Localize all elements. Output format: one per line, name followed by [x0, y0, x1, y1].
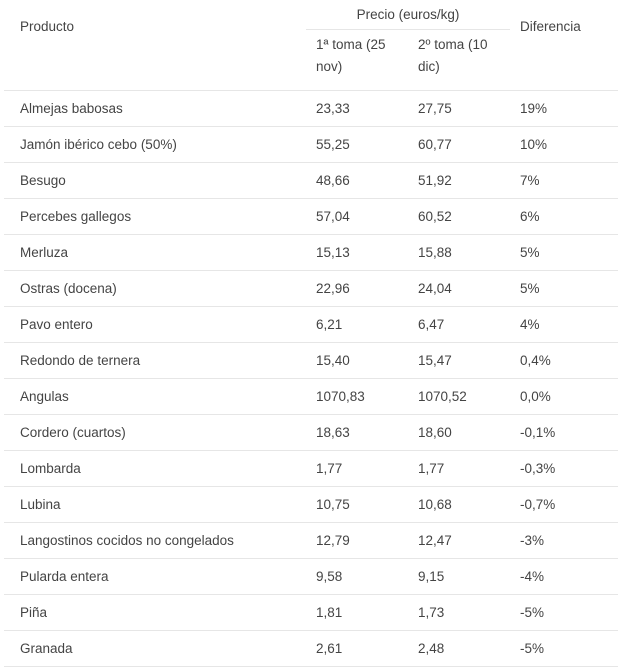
table-row: Percebes gallegos 57,04 60,52 6% — [4, 198, 619, 235]
cell-toma1: 57,04 — [306, 198, 408, 235]
cell-toma2: 1,73 — [408, 594, 511, 631]
table-row: Pularda entera 9,58 9,15 -4% — [4, 558, 619, 595]
cell-diferencia: -3% — [510, 522, 619, 559]
table-row: Jamón ibérico cebo (50%) 55,25 60,77 10% — [4, 126, 619, 163]
cell-producto: Cordero (cuartos) — [4, 414, 306, 451]
table-row: Almejas babosas 23,33 27,75 19% — [4, 90, 619, 127]
cell-toma2: 1070,52 — [408, 378, 511, 415]
cell-toma1: 48,66 — [306, 162, 408, 199]
cell-toma2: 27,75 — [408, 90, 511, 127]
cell-toma1: 18,63 — [306, 414, 408, 451]
table-row: Ostras (docena) 22,96 24,04 5% — [4, 270, 619, 307]
cell-diferencia: 0,4% — [510, 342, 619, 379]
cell-diferencia: 10% — [510, 126, 619, 163]
cell-toma2: 15,88 — [408, 234, 511, 271]
cell-toma1: 22,96 — [306, 270, 408, 307]
table-row: Lombarda 1,77 1,77 -0,3% — [4, 450, 619, 487]
cell-toma2: 24,04 — [408, 270, 511, 307]
table-row: Besugo 48,66 51,92 7% — [4, 162, 619, 199]
price-comparison-table: Producto Precio (euros/kg) Diferencia 1ª… — [4, 0, 619, 667]
cell-toma1: 1070,83 — [306, 378, 408, 415]
table-row: Merluza 15,13 15,88 5% — [4, 234, 619, 271]
cell-diferencia: -0,3% — [510, 450, 619, 487]
cell-producto: Besugo — [4, 162, 306, 199]
table-row: Pavo entero 6,21 6,47 4% — [4, 306, 619, 343]
cell-producto: Piña — [4, 594, 306, 631]
cell-producto: Ostras (docena) — [4, 270, 306, 307]
cell-toma1: 23,33 — [306, 90, 408, 127]
cell-producto: Langostinos cocidos no congelados — [4, 522, 306, 559]
cell-producto: Pularda entera — [4, 558, 306, 595]
table-row: Cordero (cuartos) 18,63 18,60 -0,1% — [4, 414, 619, 451]
table-row: Redondo de ternera 15,40 15,47 0,4% — [4, 342, 619, 379]
cell-toma2: 60,77 — [408, 126, 511, 163]
header-diferencia: Diferencia — [510, 0, 619, 91]
cell-toma1: 1,77 — [306, 450, 408, 487]
header-row-top: Producto Precio (euros/kg) Diferencia — [4, 0, 619, 91]
table-row: Piña 1,81 1,73 -5% — [4, 594, 619, 631]
cell-toma1: 12,79 — [306, 522, 408, 559]
cell-toma1: 15,13 — [306, 234, 408, 271]
cell-toma1: 55,25 — [306, 126, 408, 163]
table-row: Angulas 1070,83 1070,52 0,0% — [4, 378, 619, 415]
cell-toma2: 6,47 — [408, 306, 511, 343]
cell-toma1: 1,81 — [306, 594, 408, 631]
cell-diferencia: -0,7% — [510, 486, 619, 523]
cell-producto: Almejas babosas — [4, 90, 306, 127]
cell-toma1: 2,61 — [306, 630, 408, 667]
cell-producto: Jamón ibérico cebo (50%) — [4, 126, 306, 163]
header-precio-group: Precio (euros/kg) — [306, 0, 511, 30]
table-header: Producto Precio (euros/kg) Diferencia 1ª… — [4, 0, 619, 91]
cell-producto: Lubina — [4, 486, 306, 523]
header-toma2: 2º toma (10 dic) — [408, 29, 511, 91]
cell-diferencia: 4% — [510, 306, 619, 343]
cell-toma1: 9,58 — [306, 558, 408, 595]
table-row: Lubina 10,75 10,68 -0,7% — [4, 486, 619, 523]
cell-diferencia: 6% — [510, 198, 619, 235]
cell-toma1: 15,40 — [306, 342, 408, 379]
table-row: Granada 2,61 2,48 -5% — [4, 630, 619, 667]
cell-producto: Granada — [4, 630, 306, 667]
cell-toma1: 10,75 — [306, 486, 408, 523]
cell-diferencia: 5% — [510, 270, 619, 307]
cell-toma2: 10,68 — [408, 486, 511, 523]
cell-producto: Merluza — [4, 234, 306, 271]
cell-diferencia: -0,1% — [510, 414, 619, 451]
cell-diferencia: 7% — [510, 162, 619, 199]
cell-toma2: 1,77 — [408, 450, 511, 487]
header-producto: Producto — [4, 0, 306, 91]
cell-diferencia: -5% — [510, 594, 619, 631]
table-body: Almejas babosas 23,33 27,75 19% Jamón ibéric… — [4, 90, 619, 667]
cell-producto: Lombarda — [4, 450, 306, 487]
cell-toma2: 9,15 — [408, 558, 511, 595]
cell-toma1: 6,21 — [306, 306, 408, 343]
cell-diferencia: 0,0% — [510, 378, 619, 415]
header-toma1: 1ª toma (25 nov) — [306, 29, 408, 91]
cell-toma2: 15,47 — [408, 342, 511, 379]
cell-producto: Pavo entero — [4, 306, 306, 343]
cell-producto: Angulas — [4, 378, 306, 415]
cell-toma2: 51,92 — [408, 162, 511, 199]
table-row: Langostinos cocidos no congelados 12,79 12… — [4, 522, 619, 559]
cell-toma2: 60,52 — [408, 198, 511, 235]
cell-toma2: 12,47 — [408, 522, 511, 559]
cell-diferencia: -4% — [510, 558, 619, 595]
cell-producto: Redondo de ternera — [4, 342, 306, 379]
header-row-sub: 1ª toma (25 nov) 2º toma (10 dic) — [4, 29, 618, 91]
cell-diferencia: 5% — [510, 234, 619, 271]
cell-diferencia: 19% — [510, 90, 619, 127]
cell-producto: Percebes gallegos — [4, 198, 306, 235]
cell-toma2: 18,60 — [408, 414, 511, 451]
cell-toma2: 2,48 — [408, 630, 511, 667]
cell-diferencia: -5% — [510, 630, 619, 667]
